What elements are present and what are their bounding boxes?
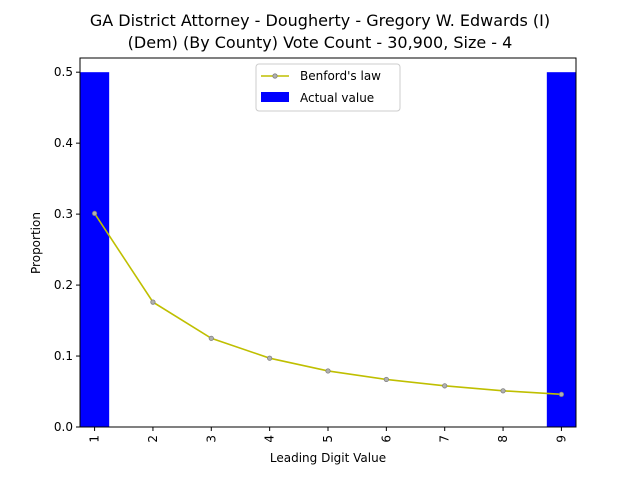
y-tick-label: 0.3 [54, 207, 73, 221]
legend-label-actual: Actual value [300, 91, 374, 105]
x-tick-label: 8 [496, 435, 510, 443]
benford-point-1 [91, 210, 98, 217]
x-tick-label: 4 [263, 435, 277, 443]
legend-marker-swatch [272, 73, 278, 79]
bar-digit-1 [80, 72, 110, 427]
legend-bar-swatch [261, 92, 289, 102]
y-ticks: 0.0 0.1 0.2 0.3 0.4 0.5 [54, 65, 80, 434]
y-tick-label: 0.4 [54, 136, 73, 150]
y-tick-label: 0.2 [54, 278, 73, 292]
legend-frame [255, 63, 401, 112]
benford-point-7 [442, 383, 448, 389]
x-ticks: 1 2 3 4 5 6 7 8 9 [88, 427, 568, 443]
chart-title-line-2: (Dem) (By County) Vote Count - 30,900, S… [127, 33, 513, 52]
x-tick-label: 6 [379, 435, 393, 443]
y-axis-label: Proportion [29, 212, 43, 274]
y-tick-label: 0.0 [54, 420, 73, 434]
x-tick-label: 9 [554, 435, 568, 443]
benford-point-2 [150, 299, 156, 305]
benford-point-8 [500, 388, 506, 394]
benford-point-9 [558, 391, 565, 397]
bar-digit-9 [546, 72, 576, 427]
benford-line-layer [91, 210, 565, 397]
benford-point-5 [325, 368, 331, 374]
x-tick-label: 3 [204, 435, 218, 443]
y-tick-label: 0.5 [54, 65, 73, 79]
x-tick-label: 1 [88, 435, 102, 443]
legend: Benford's law Actual value [255, 63, 401, 112]
x-tick-label: 5 [321, 435, 335, 443]
benford-point-3 [208, 335, 214, 341]
y-tick-label: 0.1 [54, 349, 73, 363]
x-tick-label: 2 [146, 435, 160, 443]
x-axis-label: Leading Digit Value [270, 451, 386, 465]
x-tick-label: 7 [438, 435, 452, 443]
bars-layer [80, 72, 576, 427]
chart-title-line-1: GA District Attorney - Dougherty - Grego… [89, 11, 551, 30]
benford-point-6 [383, 376, 389, 383]
benford-line [93, 212, 562, 396]
legend-label-benford: Benford's law [300, 69, 381, 83]
benford-point-4 [267, 355, 273, 361]
